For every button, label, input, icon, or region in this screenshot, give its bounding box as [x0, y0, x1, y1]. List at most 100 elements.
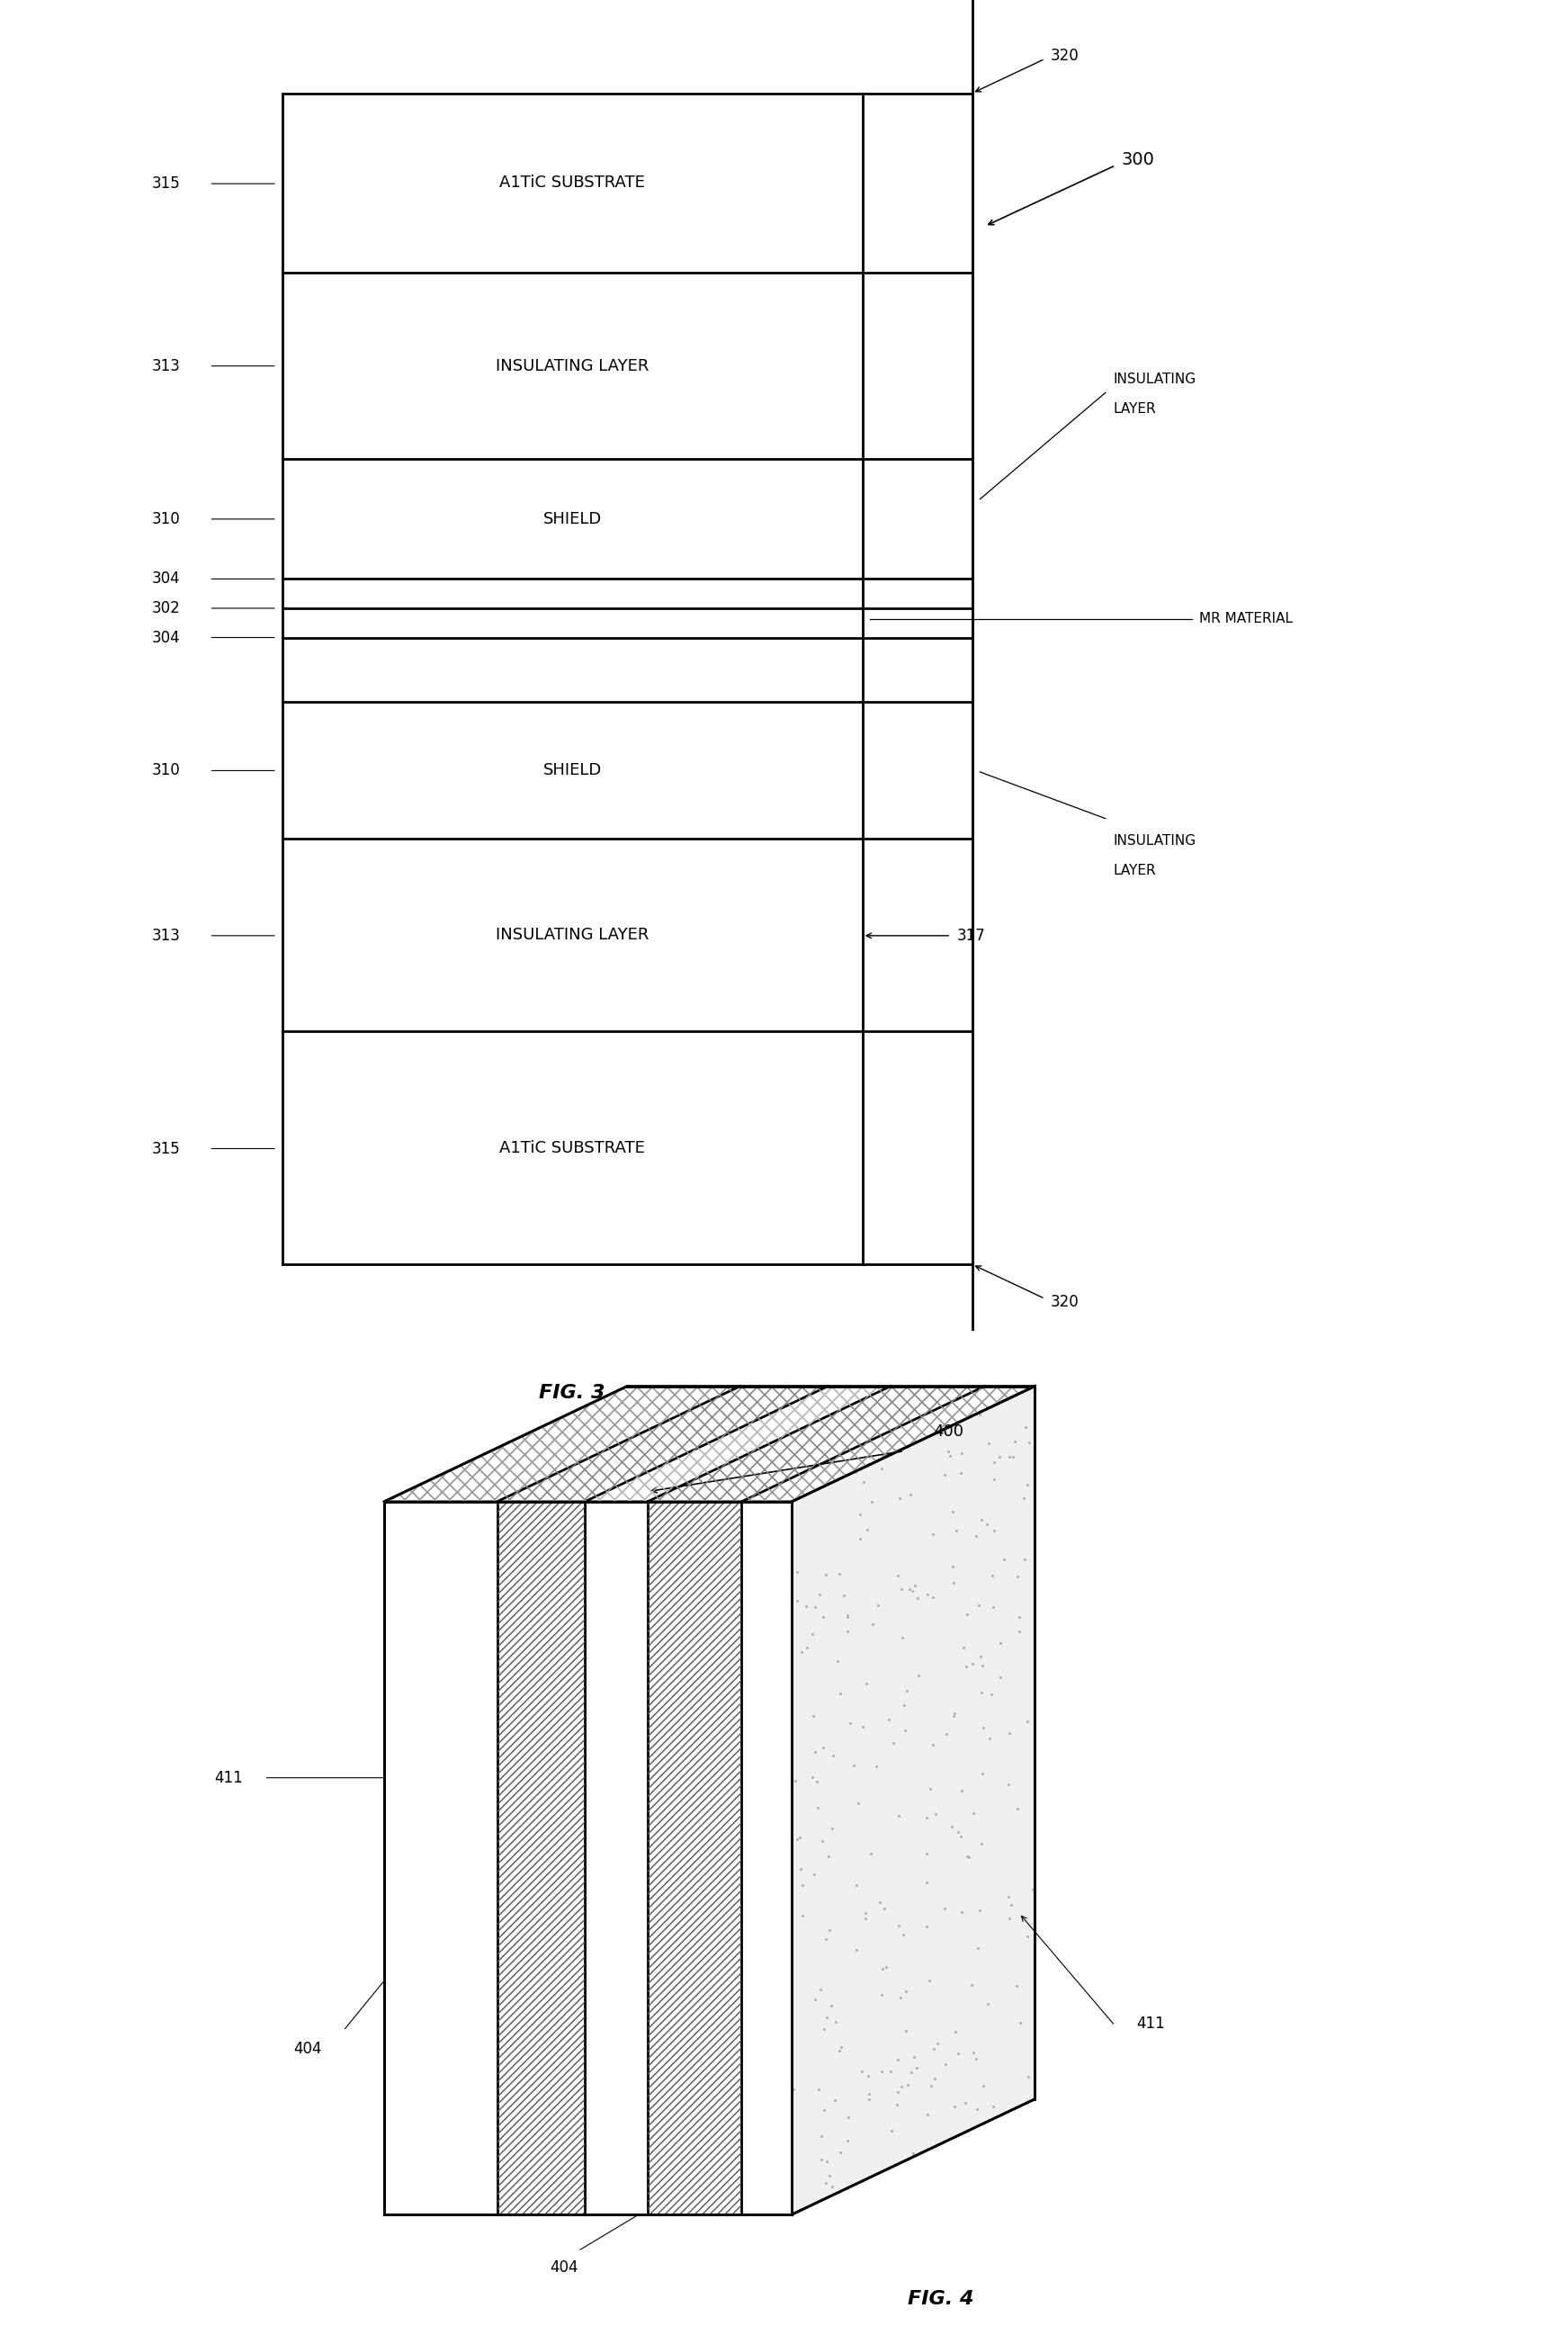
Point [814, 2165, 839, 2202]
Point [808, 1971, 833, 2008]
Point [836, 2099, 861, 2137]
Point [848, 1497, 873, 1534]
Point [946, 1814, 971, 1852]
Point [866, 1588, 891, 1625]
Point [946, 2034, 971, 2071]
Point [894, 1973, 919, 2010]
Text: 310: 310 [152, 511, 180, 528]
Point [790, 1866, 815, 1903]
Point [933, 2045, 958, 2083]
Point [933, 1716, 958, 1754]
Point [864, 1747, 889, 1784]
Text: 304: 304 [152, 570, 180, 586]
Point [891, 1917, 916, 1954]
Point [828, 1674, 853, 1712]
Point [891, 1618, 916, 1656]
Text: MR MATERIAL: MR MATERIAL [1200, 612, 1294, 626]
Point [826, 2031, 851, 2069]
Point [801, 1698, 826, 1735]
Point [844, 1452, 869, 1490]
Point [789, 1849, 814, 1887]
Point [1014, 1702, 1040, 1740]
Point [950, 1894, 975, 1931]
Text: 320: 320 [1051, 47, 1079, 63]
Point [960, 1966, 985, 2003]
Point [999, 1887, 1024, 1924]
Text: INSULATING LAYER: INSULATING LAYER [495, 357, 649, 374]
Point [848, 1520, 873, 1557]
Point [817, 1912, 842, 1950]
Point [801, 1856, 826, 1894]
Point [886, 1908, 911, 1945]
Point [941, 1564, 966, 1602]
Point [853, 1894, 878, 1931]
Point [961, 2034, 986, 2071]
Point [956, 1838, 982, 1875]
Point [920, 1578, 946, 1616]
Point [996, 1765, 1021, 1803]
Text: 402: 402 [392, 2151, 420, 2167]
Point [975, 1424, 1000, 1462]
Point [971, 1646, 996, 1684]
Point [806, 2071, 831, 2109]
Point [869, 1975, 894, 2013]
Point [941, 1548, 966, 1585]
Point [942, 2087, 967, 2125]
Point [784, 1553, 809, 1590]
Point [1016, 2057, 1041, 2094]
Point [941, 1492, 966, 1529]
Point [902, 1567, 927, 1604]
Point [955, 1838, 980, 1875]
Point [894, 1672, 919, 1709]
Point [949, 1434, 974, 1471]
Point [803, 1980, 828, 2017]
Text: 317: 317 [956, 927, 985, 943]
Point [986, 1438, 1011, 1476]
Point [980, 2087, 1005, 2125]
Point [916, 2097, 941, 2134]
Point [892, 1686, 917, 1723]
Point [982, 1511, 1007, 1548]
Point [939, 1807, 964, 1845]
Point [982, 1588, 1007, 1625]
Point [851, 1464, 877, 1501]
Point [806, 1789, 831, 1826]
Point [786, 1821, 811, 1859]
Point [823, 2003, 848, 2041]
Point [1005, 1557, 1030, 1595]
Point [895, 2066, 920, 2104]
Point [845, 1784, 870, 1821]
Point [787, 1819, 812, 1856]
Polygon shape [384, 1501, 792, 2214]
Point [967, 1891, 993, 1929]
Point [825, 1642, 850, 1679]
Point [914, 1798, 939, 1835]
Point [817, 1838, 842, 1875]
Point [961, 1793, 986, 1831]
Point [942, 2013, 967, 2050]
Point [782, 1763, 808, 1800]
Point [966, 1929, 991, 1966]
Point [922, 2031, 947, 2069]
Point [853, 1665, 878, 1702]
Point [971, 1709, 996, 1747]
Point [917, 1770, 942, 1807]
Point [1004, 1966, 1029, 2003]
Point [902, 2038, 927, 2076]
Point [1021, 1870, 1046, 1908]
Point [884, 2085, 909, 2123]
Text: 302: 302 [152, 600, 180, 616]
Point [969, 1826, 994, 1863]
Text: LAYER: LAYER [1113, 402, 1156, 416]
Point [977, 1719, 1002, 1756]
Point [811, 1730, 836, 1768]
Text: 310: 310 [152, 764, 180, 778]
Point [820, 1737, 845, 1775]
Point [964, 2090, 989, 2127]
Point [834, 1597, 859, 1634]
Point [997, 1898, 1022, 1936]
Text: 404: 404 [293, 2041, 321, 2057]
Point [980, 1557, 1005, 1595]
Point [859, 1835, 884, 1873]
Point [872, 1889, 897, 1926]
